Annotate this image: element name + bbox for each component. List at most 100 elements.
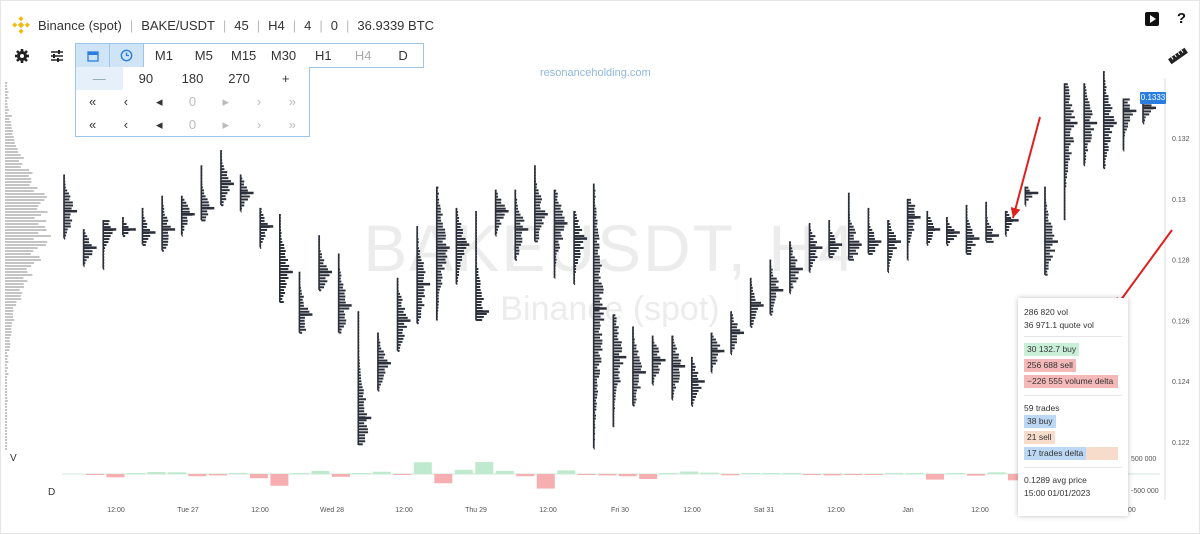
candle-profile[interactable] [200, 165, 215, 222]
candle-profile[interactable] [710, 332, 725, 374]
candle-profile[interactable] [592, 183, 607, 450]
candle-profile[interactable] [475, 210, 489, 321]
candle-profile[interactable] [926, 210, 941, 246]
step-270-button[interactable]: 270 [228, 71, 250, 86]
candle-profile[interactable] [514, 189, 529, 261]
volume-profile-bar [5, 274, 33, 276]
step-180-button[interactable]: 180 [181, 71, 204, 86]
nav-last-button[interactable]: » [288, 94, 296, 109]
candle-profile[interactable] [789, 241, 803, 295]
profile-level [809, 241, 817, 244]
candle-profile[interactable] [671, 335, 686, 401]
candle-profile[interactable] [318, 235, 333, 292]
candle-profile[interactable] [259, 207, 274, 249]
candle-profile[interactable] [239, 174, 254, 213]
nav-step-forward-button[interactable]: ▸ [222, 116, 230, 132]
zoom-in-button[interactable]: + [281, 71, 290, 86]
step-90-button[interactable]: 90 [138, 71, 154, 86]
profile-level [652, 377, 655, 380]
candle-profile[interactable] [612, 314, 627, 428]
candle-profile[interactable] [1024, 186, 1039, 207]
candle-profile[interactable] [553, 189, 568, 279]
candle-profile[interactable] [847, 192, 862, 261]
candle-profile[interactable] [357, 311, 372, 446]
candle-profile[interactable] [337, 253, 352, 334]
tf-h4[interactable]: H4 [354, 48, 372, 63]
tf-d[interactable]: D [398, 48, 408, 63]
candle-profile[interactable] [180, 195, 195, 237]
zoom-out-button[interactable]: — [76, 67, 123, 90]
candle-profile[interactable] [1044, 186, 1058, 276]
candle-profile[interactable] [416, 226, 431, 325]
candle-profile[interactable] [298, 271, 313, 334]
candle-profile[interactable] [494, 189, 509, 237]
gear-icon[interactable] [14, 48, 30, 64]
tf-m30[interactable]: M30 [270, 48, 297, 63]
candle-profile[interactable] [985, 201, 1000, 243]
candle-profile[interactable] [769, 259, 784, 316]
candle-profile[interactable] [1004, 210, 1019, 237]
delta-bar [905, 473, 924, 474]
candle-profile[interactable] [690, 356, 705, 407]
help-icon[interactable]: ? [1176, 10, 1186, 27]
candle-profile[interactable] [161, 195, 176, 252]
profile-level [848, 204, 850, 207]
nav-next-button[interactable]: › [256, 94, 262, 109]
nav-first-button[interactable]: « [89, 94, 97, 109]
candle-profile[interactable] [1083, 83, 1098, 167]
profile-level [495, 201, 502, 204]
candle-profile[interactable] [377, 332, 391, 392]
nav-next-button[interactable]: › [256, 117, 262, 132]
candle-profile[interactable] [808, 223, 823, 274]
sliders-icon[interactable] [49, 48, 65, 64]
poc-level [809, 246, 823, 249]
candle-profile[interactable] [1102, 71, 1117, 170]
nav-prev-button[interactable]: ‹ [123, 94, 129, 109]
candle-profile[interactable] [965, 204, 980, 255]
candle-profile[interactable] [534, 165, 548, 243]
candle-profile[interactable] [867, 207, 882, 255]
candle-profile[interactable] [1122, 98, 1137, 152]
candle-profile[interactable] [730, 311, 745, 356]
clock-button[interactable] [110, 44, 144, 67]
poc-level [672, 365, 686, 368]
profile-level [162, 222, 167, 225]
candle-profile[interactable] [63, 174, 77, 240]
tf-m5[interactable]: M5 [194, 48, 213, 63]
nav-step-forward-button[interactable]: ▸ [222, 93, 230, 109]
candle-profile[interactable] [632, 326, 646, 407]
candle-profile[interactable] [141, 207, 156, 246]
tf-h1[interactable]: H1 [315, 48, 332, 63]
nav-step-back-button[interactable]: ◂ [155, 93, 163, 109]
candle-profile[interactable] [906, 198, 921, 261]
candle-profile[interactable] [82, 229, 97, 268]
tf-m15[interactable]: M15 [231, 48, 257, 63]
candle-profile[interactable] [435, 186, 450, 321]
candle-profile[interactable] [1063, 83, 1078, 221]
play-icon[interactable] [1144, 11, 1159, 26]
candle-profile[interactable] [220, 150, 234, 207]
candle-profile[interactable] [651, 335, 666, 386]
nav-prev-button[interactable]: ‹ [123, 117, 129, 132]
volume-profile-bar [5, 283, 24, 285]
candle-profile[interactable] [749, 277, 764, 328]
candle-profile[interactable] [396, 277, 411, 352]
profile-level [593, 387, 597, 390]
calendar-button[interactable] [76, 44, 110, 67]
candle-profile[interactable] [573, 210, 588, 285]
nav-last-button[interactable]: » [288, 117, 296, 132]
tf-m1[interactable]: M1 [154, 48, 173, 63]
candle-profile[interactable] [828, 220, 843, 259]
nav-first-button[interactable]: « [89, 117, 97, 132]
candle-profile[interactable] [102, 220, 117, 271]
profile-level [358, 383, 362, 386]
candle-profile[interactable] [887, 220, 901, 274]
candle-profile[interactable] [946, 217, 960, 247]
nav-step-back-button[interactable]: ◂ [155, 116, 163, 132]
candle-profile[interactable] [122, 217, 136, 238]
candle-profile[interactable] [279, 214, 293, 303]
profile-level [534, 177, 536, 180]
candle-profile[interactable] [455, 207, 470, 285]
ruler-icon[interactable] [1166, 46, 1190, 66]
